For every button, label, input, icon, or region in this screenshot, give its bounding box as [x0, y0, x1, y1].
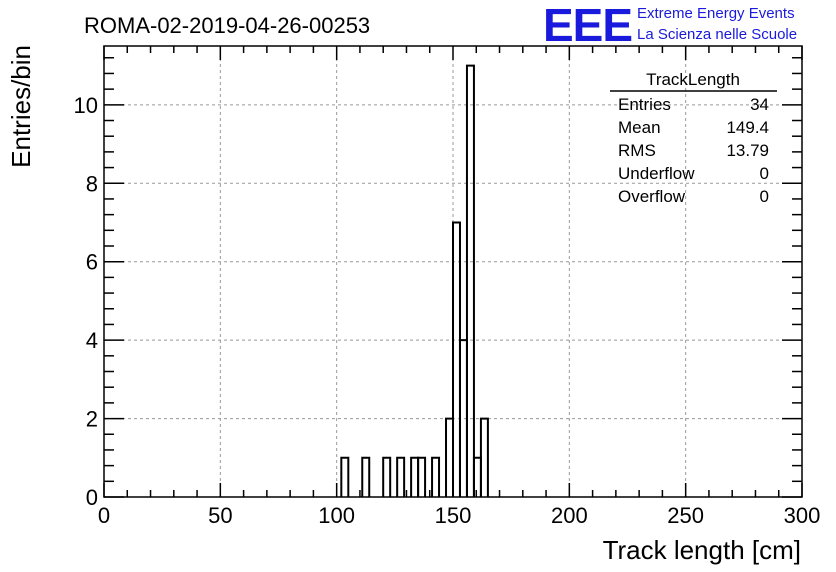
- stats-label: Underflow: [618, 164, 695, 183]
- stats-value: 0: [760, 164, 769, 183]
- y-tick-label: 8: [86, 171, 98, 196]
- histogram-bars: [340, 64, 489, 497]
- axis-ticks: [103, 46, 803, 498]
- org-line-1: Extreme Energy Events: [637, 5, 795, 22]
- stats-value: 34: [750, 95, 769, 114]
- stats-label: Overflow: [618, 187, 686, 206]
- x-tick-label: 100: [318, 503, 355, 528]
- histogram-bin: [417, 456, 427, 497]
- run-title: ROMA-02-2019-04-26-00253: [84, 13, 370, 38]
- stats-label: Entries: [618, 95, 671, 114]
- stats-value: 149.4: [726, 118, 769, 137]
- histogram-bin: [465, 64, 475, 497]
- stats-rows: Entries 34 Mean 149.4 RMS 13.79 Underflow 0 Over…: [618, 95, 769, 206]
- x-tick-label: 200: [551, 503, 588, 528]
- y-axis-label: Entries/bin: [6, 45, 36, 168]
- stats-label: RMS: [618, 141, 656, 160]
- histogram-bin: [382, 456, 392, 497]
- y-tick-label: 4: [86, 328, 98, 353]
- x-tick-label: 300: [784, 503, 821, 528]
- y-tick-label: 0: [86, 485, 98, 510]
- stats-title: TrackLength: [646, 70, 740, 89]
- y-tick-label: 6: [86, 250, 98, 275]
- histogram-bin: [361, 456, 371, 497]
- stats-value: 0: [760, 187, 769, 206]
- org-line-2: La Scienza nelle Scuole: [637, 26, 797, 43]
- histogram-bin: [472, 456, 482, 497]
- x-tick-labels: 0 50 100 150 200 250 300: [98, 503, 820, 528]
- stats-label: Mean: [618, 118, 661, 137]
- x-tick-label: 0: [98, 503, 110, 528]
- histogram-bin: [431, 456, 441, 497]
- stats-box: TrackLength Entries 34 Mean 149.4 RMS 13.79 Un…: [610, 70, 777, 206]
- y-tick-label: 2: [86, 407, 98, 432]
- histogram-bin: [340, 456, 350, 497]
- histogram-bin: [396, 456, 406, 497]
- histogram-bin: [445, 417, 454, 497]
- stats-value: 13.79: [726, 141, 769, 160]
- y-tick-label: 10: [74, 93, 98, 118]
- x-tick-label: 150: [435, 503, 472, 528]
- x-tick-label: 50: [208, 503, 232, 528]
- histogram-bin: [452, 221, 461, 497]
- histogram-bin: [410, 456, 420, 497]
- x-axis-label: Track length [cm]: [603, 535, 801, 565]
- y-tick-labels: 0 2 4 6 8 10: [74, 93, 98, 510]
- x-tick-label: 250: [667, 503, 704, 528]
- histogram-bin: [479, 417, 489, 497]
- eee-logo: EEE: [543, 0, 632, 51]
